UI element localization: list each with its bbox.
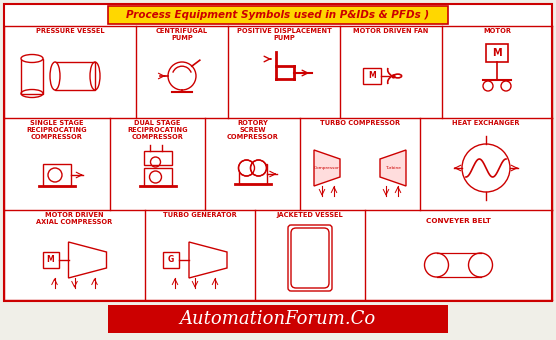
Text: ROTORY
SCREW
COMPRESSOR: ROTORY SCREW COMPRESSOR	[226, 120, 279, 140]
Bar	[143, 151, 171, 165]
Text: CENTRIFUGAL
PUMP: CENTRIFUGAL PUMP	[156, 28, 208, 41]
Ellipse shape	[50, 62, 60, 90]
Bar	[239, 164, 266, 184]
Text: SINGLE STAGE
RECIPROCATING
COMPRESSOR: SINGLE STAGE RECIPROCATING COMPRESSOR	[27, 120, 87, 140]
Polygon shape	[314, 150, 340, 186]
Text: TURBO GENERATOR: TURBO GENERATOR	[163, 212, 237, 218]
Text: MOTOR DRIVEN
AXIAL COMPRESSOR: MOTOR DRIVEN AXIAL COMPRESSOR	[36, 212, 113, 225]
Text: G: G	[168, 255, 174, 265]
Text: DUAL STAGE
RECIPROCATING
COMPRESSOR: DUAL STAGE RECIPROCATING COMPRESSOR	[127, 120, 188, 140]
Bar	[55, 62, 95, 90]
Bar	[42, 252, 58, 268]
Text: TURBO COMPRESSOR: TURBO COMPRESSOR	[320, 120, 400, 126]
Polygon shape	[380, 150, 406, 186]
Text: JACKETED VESSEL: JACKETED VESSEL	[277, 212, 344, 218]
Text: PRESSURE VESSEL: PRESSURE VESSEL	[36, 28, 105, 34]
Text: M: M	[368, 71, 376, 81]
FancyBboxPatch shape	[108, 6, 448, 24]
Bar	[363, 68, 381, 84]
Circle shape	[239, 160, 255, 176]
Bar	[486, 44, 508, 62]
Text: M: M	[47, 255, 54, 265]
Bar	[21, 58, 43, 94]
Bar	[143, 168, 171, 186]
Text: Turbine: Turbine	[385, 166, 401, 170]
Text: Compressor: Compressor	[314, 166, 340, 170]
Text: POSITIVE DISPLACEMENT
PUMP: POSITIVE DISPLACEMENT PUMP	[236, 28, 331, 41]
Text: M: M	[492, 48, 502, 58]
Ellipse shape	[21, 54, 43, 63]
Text: AutomationForum.Co: AutomationForum.Co	[180, 310, 376, 328]
Text: Process Equipment Symbols used in P&IDs & PFDs ): Process Equipment Symbols used in P&IDs …	[126, 11, 430, 20]
FancyBboxPatch shape	[4, 4, 552, 301]
FancyBboxPatch shape	[108, 305, 448, 333]
Bar	[163, 252, 179, 268]
Text: MOTOR DRIVEN FAN: MOTOR DRIVEN FAN	[353, 28, 429, 34]
Bar	[43, 164, 71, 186]
Circle shape	[251, 160, 266, 176]
Text: MOTOR: MOTOR	[483, 28, 511, 34]
Text: CONVEYER BELT: CONVEYER BELT	[426, 218, 491, 224]
Text: HEAT EXCHANGER: HEAT EXCHANGER	[452, 120, 520, 126]
